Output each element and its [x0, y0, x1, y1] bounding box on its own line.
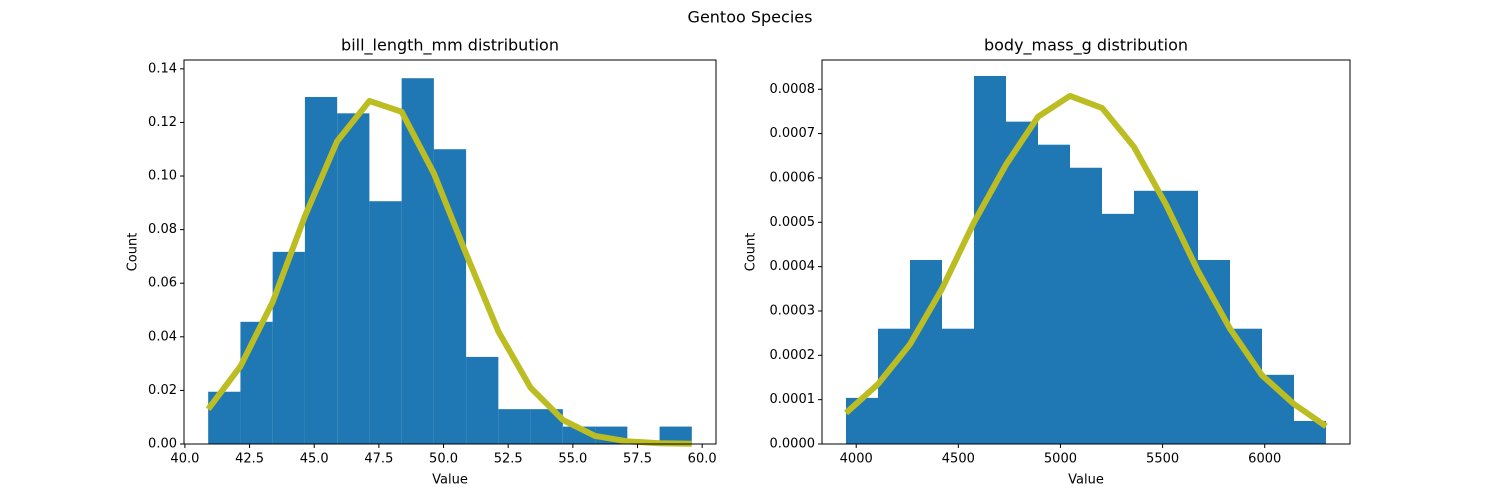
y-tick-label: 0.04	[148, 329, 177, 344]
bar	[1101, 213, 1134, 444]
bar	[1070, 167, 1102, 444]
axes-frame	[821, 59, 1351, 445]
x-tick-label: 52.5	[494, 452, 523, 467]
x-tick-label: 55.0	[558, 452, 587, 467]
bar	[942, 328, 975, 444]
bar	[466, 356, 499, 444]
x-tick-label: 4500	[942, 452, 975, 467]
y-tick-label: 0.0008	[770, 82, 816, 97]
bar	[909, 259, 942, 444]
figure-title: Gentoo Species	[688, 8, 813, 27]
y-tick-label: 0.00	[148, 437, 177, 452]
bar	[1293, 420, 1326, 444]
bar	[1230, 328, 1263, 444]
bar	[433, 149, 467, 445]
bar	[659, 426, 692, 444]
y-tick-label: 0.10	[148, 169, 177, 184]
x-tick-label: 5500	[1146, 452, 1179, 467]
bar	[974, 75, 1006, 445]
y-tick-label: 0.08	[148, 222, 177, 237]
x-axis-label: Value	[432, 473, 468, 488]
y-tick-label: 0.0004	[770, 259, 816, 274]
y-tick-label: 0.02	[148, 383, 177, 398]
bar	[498, 409, 531, 444]
bar	[1166, 190, 1198, 444]
x-tick-label: 47.5	[364, 452, 393, 467]
y-tick-label: 0.0000	[770, 437, 816, 452]
y-tick-label: 0.06	[148, 276, 177, 291]
y-tick-label: 0.0006	[770, 170, 816, 185]
density-line	[843, 92, 1328, 429]
y-tick-label: 0.0007	[770, 126, 816, 141]
axes-title: body_mass_g distribution	[984, 36, 1188, 56]
x-tick-label: 42.5	[235, 452, 264, 467]
bar	[1134, 190, 1167, 444]
x-tick-label: 4000	[840, 452, 873, 467]
x-axis-label: Value	[1068, 473, 1104, 488]
x-tick-label: 5000	[1044, 452, 1077, 467]
x-tick-label: 57.5	[623, 452, 652, 467]
y-tick-label: 0.14	[148, 61, 177, 76]
axes-title: bill_length_mm distribution	[341, 36, 559, 56]
density-line	[205, 97, 692, 447]
x-tick-label: 50.0	[429, 452, 458, 467]
y-axis-label: Count	[126, 233, 141, 272]
y-tick-label: 0.0002	[770, 348, 816, 363]
bar	[369, 201, 402, 444]
bar	[401, 78, 434, 444]
y-tick-label: 0.12	[148, 115, 177, 130]
bar	[337, 113, 370, 444]
bar	[1038, 144, 1071, 444]
x-tick-label: 40.0	[170, 452, 199, 467]
bar	[1197, 259, 1230, 444]
bar	[1262, 374, 1294, 444]
y-tick-label: 0.0005	[770, 215, 816, 230]
y-axis-label: Count	[744, 233, 759, 272]
y-tick-label: 0.0003	[770, 303, 816, 318]
bar	[1005, 121, 1038, 444]
x-tick-label: 60.0	[688, 452, 717, 467]
x-tick-label: 45.0	[300, 452, 329, 467]
y-tick-label: 0.0001	[770, 392, 816, 407]
x-tick-label: 6000	[1248, 452, 1281, 467]
axes-frame	[183, 59, 717, 445]
bar	[240, 321, 273, 444]
